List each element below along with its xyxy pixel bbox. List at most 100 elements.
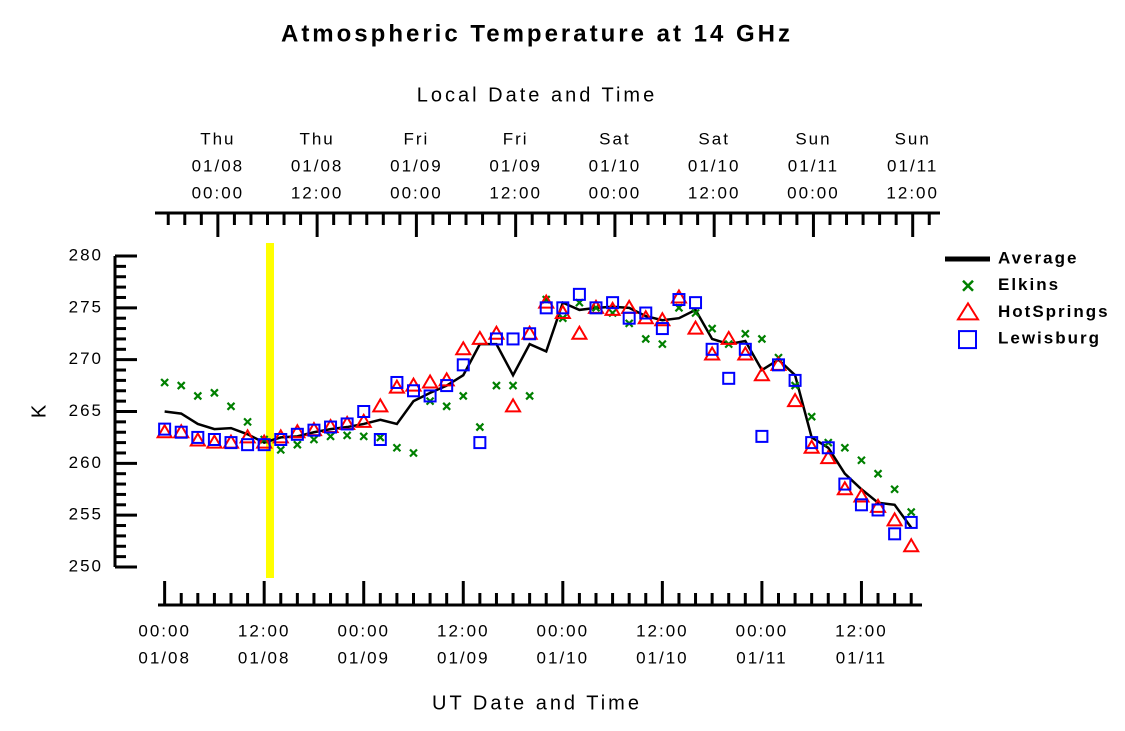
x-tick-label: 00:00 <box>736 621 789 640</box>
x2-tick-day: Fri <box>503 129 529 148</box>
average-line <box>164 300 913 529</box>
x2-tick-day: Fri <box>403 129 429 148</box>
marker-triangle <box>786 392 804 408</box>
marker-x <box>475 422 485 432</box>
marker-square <box>307 423 321 437</box>
x-tick-label: 00:00 <box>138 621 191 640</box>
marker-square <box>556 301 570 315</box>
marker-triangle <box>670 288 688 304</box>
marker-square <box>390 375 404 389</box>
marker-square <box>589 301 603 315</box>
x2-tick-date: 01/09 <box>489 156 542 175</box>
marker-triangle <box>736 345 755 361</box>
marker-triangle <box>819 449 838 465</box>
marker-triangle <box>852 487 871 503</box>
marker-triangle <box>504 397 522 413</box>
legend-marker <box>956 301 980 321</box>
marker-x <box>873 469 883 478</box>
y-axis-title: K <box>28 402 50 418</box>
marker-x <box>807 412 816 421</box>
x2-tick-date: 01/08 <box>192 156 245 175</box>
y-tick-label: 265 <box>69 401 103 420</box>
marker-triangle <box>753 366 771 382</box>
marker-square <box>473 436 487 450</box>
marker-square <box>406 384 420 398</box>
x-tick-date: 01/10 <box>537 648 590 667</box>
marker-triangle <box>471 329 489 345</box>
marker-triangle <box>155 423 174 439</box>
legend-marker <box>958 330 977 350</box>
marker-square <box>423 389 437 403</box>
marker-square <box>340 417 354 431</box>
marker-square <box>888 527 902 541</box>
marker-x <box>176 381 186 390</box>
marker-square <box>207 432 221 446</box>
marker-x <box>309 435 319 444</box>
x2-tick-day: Sat <box>698 129 730 148</box>
marker-square <box>324 420 338 434</box>
marker-square <box>655 322 669 336</box>
marker-x <box>276 445 286 455</box>
marker-square <box>572 287 586 301</box>
marker-triangle <box>554 304 572 320</box>
marker-triangle <box>836 480 854 496</box>
marker-x <box>226 402 236 411</box>
marker-square <box>904 515 918 529</box>
marker-square <box>290 427 304 441</box>
marker-triangle <box>454 340 473 356</box>
marker-square <box>241 438 255 452</box>
y-tick-label: 270 <box>69 349 103 368</box>
marker-triangle <box>388 378 406 394</box>
x2-tick-day: Sat <box>599 129 631 148</box>
marker-square <box>224 436 238 450</box>
marker-triangle <box>869 497 887 513</box>
legend-marker <box>962 279 974 292</box>
x-tick-label: 12:00 <box>238 621 291 640</box>
marker-triangle <box>255 433 273 449</box>
x2-tick-date: 01/10 <box>688 156 741 175</box>
marker-square <box>357 405 371 418</box>
marker-triangle <box>885 511 904 527</box>
x2-tick-day: Sun <box>795 129 831 148</box>
x-tick-date: 01/09 <box>437 648 490 667</box>
marker-square <box>755 429 769 443</box>
marker-square <box>373 432 387 446</box>
x2-tick-label: 12:00 <box>886 183 939 202</box>
marker-square <box>771 358 785 372</box>
marker-square <box>871 503 885 517</box>
marker-triangle <box>802 438 821 454</box>
x-tick-label: 00:00 <box>337 621 390 640</box>
x-tick-date: 01/10 <box>636 648 689 667</box>
marker-x <box>906 507 916 517</box>
x2-tick-date: 01/11 <box>887 156 938 175</box>
legend-label: Elkins <box>998 275 1060 294</box>
marker-square <box>440 379 454 393</box>
marker-square <box>191 430 205 444</box>
legend-label: Average <box>998 248 1078 267</box>
marker-triangle <box>637 309 655 325</box>
x-tick-date: 01/09 <box>337 648 390 667</box>
marker-square <box>805 436 819 450</box>
marker-square <box>672 293 686 307</box>
x-tick-label: 00:00 <box>537 621 590 640</box>
marker-x <box>641 334 651 344</box>
marker-triangle <box>653 311 672 327</box>
x2-tick-day: Sun <box>895 129 931 148</box>
marker-x <box>458 391 468 401</box>
marker-x <box>243 417 252 427</box>
marker-triangle <box>288 423 307 439</box>
highlight-band <box>265 243 274 578</box>
marker-square <box>257 438 271 452</box>
marker-x <box>193 391 203 401</box>
x2-tick-label: 00:00 <box>192 183 245 202</box>
marker-triangle <box>719 329 738 345</box>
x2-tick-day: Thu <box>200 129 235 148</box>
marker-x <box>376 433 385 442</box>
x2-tick-label: 12:00 <box>291 183 344 202</box>
marker-x <box>525 391 534 401</box>
marker-square <box>705 342 719 356</box>
marker-x <box>691 308 700 318</box>
x2-tick-label: 12:00 <box>688 183 741 202</box>
y-tick-label: 255 <box>69 505 103 524</box>
